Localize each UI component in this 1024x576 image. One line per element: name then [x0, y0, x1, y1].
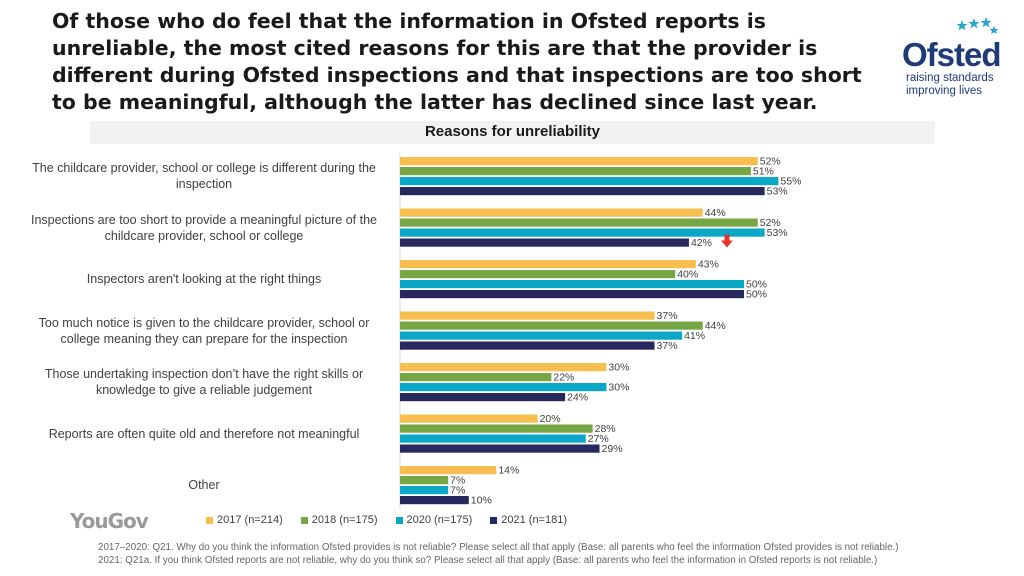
- chart-title-band: [90, 121, 935, 144]
- data-label: 41%: [684, 330, 705, 342]
- data-label: 53%: [767, 227, 788, 239]
- legend-swatch-2021: [490, 516, 498, 524]
- category-label: Too much notice is given to the childcar…: [38, 315, 370, 346]
- page-title: Of those who do feel that the informatio…: [52, 9, 862, 114]
- data-label: 50%: [746, 289, 767, 301]
- data-label: 27%: [588, 433, 609, 445]
- data-label: 37%: [657, 310, 678, 322]
- bar-2020-cat-5: [400, 434, 586, 443]
- legend-item-2018: 2018 (n=175): [300, 514, 378, 526]
- data-label: 24%: [567, 392, 588, 404]
- bar-2020-cat-3: [400, 331, 683, 340]
- legend-swatch-2017: [206, 516, 213, 524]
- data-label: 29%: [602, 443, 623, 455]
- data-label: 42%: [691, 237, 712, 249]
- bar-2018-cat-5: [400, 424, 593, 433]
- data-label: 50%: [746, 279, 767, 291]
- bar-2021-cat-1: [400, 238, 689, 247]
- bar-2021-cat-2: [400, 290, 744, 299]
- yougov-logo: YouGov: [70, 509, 149, 533]
- data-label: 52%: [760, 217, 781, 229]
- data-label: 44%: [705, 207, 726, 219]
- bar-2020-cat-1: [400, 228, 765, 237]
- category-label: Other: [188, 478, 220, 492]
- bar-2017-cat-2: [400, 260, 696, 269]
- data-label: 20%: [540, 413, 561, 425]
- legend-item-2020: 2020 (n=175): [395, 514, 473, 526]
- logo-tagline-2: improving lives: [906, 85, 983, 97]
- bar-2021-cat-0: [400, 187, 765, 196]
- data-label: 10%: [471, 495, 492, 507]
- footnote-2: 2021: Q21a. If you think Ofsted reports …: [98, 555, 878, 566]
- data-label: 52%: [760, 156, 781, 168]
- ofsted-logo: Ofsted raising standards improving lives: [902, 14, 1002, 97]
- data-label: 30%: [608, 382, 629, 394]
- logo-wordmark: Ofsted: [902, 36, 1002, 73]
- data-label: 22%: [553, 372, 574, 384]
- bar-2017-cat-5: [400, 414, 538, 423]
- legend-swatch-2018: [300, 516, 308, 524]
- bar-2018-cat-4: [400, 373, 552, 382]
- chart-title: Reasons for unreliability: [424, 123, 601, 140]
- legend: 2017 (n=214) 2018 (n=175) 2020 (n=175) 2…: [206, 514, 567, 526]
- bar-2018-cat-3: [400, 321, 703, 330]
- legend-label-2021: 2021 (n=181): [501, 514, 567, 526]
- data-label: 37%: [657, 340, 678, 352]
- category-label: Inspectors aren't looking at the right t…: [86, 272, 322, 286]
- bar-2018-cat-2: [400, 270, 676, 279]
- bar-2021-cat-4: [400, 393, 566, 402]
- stars-icon: [956, 17, 999, 34]
- data-label: 40%: [677, 269, 698, 281]
- legend-item-2021: 2021 (n=181): [490, 514, 567, 526]
- bar-2021-cat-6: [400, 496, 469, 505]
- bar-2021-cat-3: [400, 341, 655, 350]
- bar-2020-cat-0: [400, 177, 779, 186]
- legend-label-2017: 2017 (n=214): [217, 514, 283, 526]
- category-label: Reports are often quite old and therefor…: [48, 426, 360, 441]
- logo-tagline-1: raising standards: [906, 72, 994, 84]
- bar-2017-cat-1: [400, 208, 703, 217]
- bar-2017-cat-0: [400, 157, 758, 166]
- footnote-1: 2017–2020: Q21. Why do you think the inf…: [98, 542, 899, 553]
- legend-label-2018: 2018 (n=175): [311, 514, 378, 526]
- bar-2020-cat-6: [400, 486, 449, 495]
- category-label: The childcare provider, school or colleg…: [32, 161, 376, 191]
- data-label: 53%: [767, 186, 788, 198]
- data-label: 14%: [498, 465, 519, 477]
- bar-2021-cat-5: [400, 444, 600, 453]
- data-label: 28%: [595, 423, 616, 435]
- data-label: 55%: [780, 176, 801, 188]
- bar-2017-cat-4: [400, 363, 607, 372]
- category-label: Those undertaking inspection don’t have …: [44, 367, 364, 397]
- data-label: 30%: [608, 362, 629, 374]
- bar-2020-cat-2: [400, 280, 744, 289]
- decrease-arrow-icon: [720, 234, 733, 248]
- data-label: 44%: [705, 320, 726, 332]
- bar-2018-cat-1: [400, 218, 758, 227]
- bar-2017-cat-6: [400, 466, 497, 475]
- data-label: 7%: [450, 475, 465, 487]
- data-label: 7%: [450, 485, 465, 497]
- bar-2020-cat-4: [400, 383, 607, 392]
- data-label: 51%: [753, 166, 774, 178]
- bar-2017-cat-3: [400, 311, 655, 320]
- legend-item-2017: 2017 (n=214): [206, 514, 283, 526]
- legend-label-2020: 2020 (n=175): [406, 514, 473, 526]
- legend-swatch-2020: [395, 516, 403, 524]
- category-label: Inspections are too short to provide a m…: [30, 212, 378, 243]
- data-label: 43%: [698, 259, 719, 271]
- bar-2018-cat-6: [400, 476, 449, 485]
- bar-2018-cat-0: [400, 167, 751, 176]
